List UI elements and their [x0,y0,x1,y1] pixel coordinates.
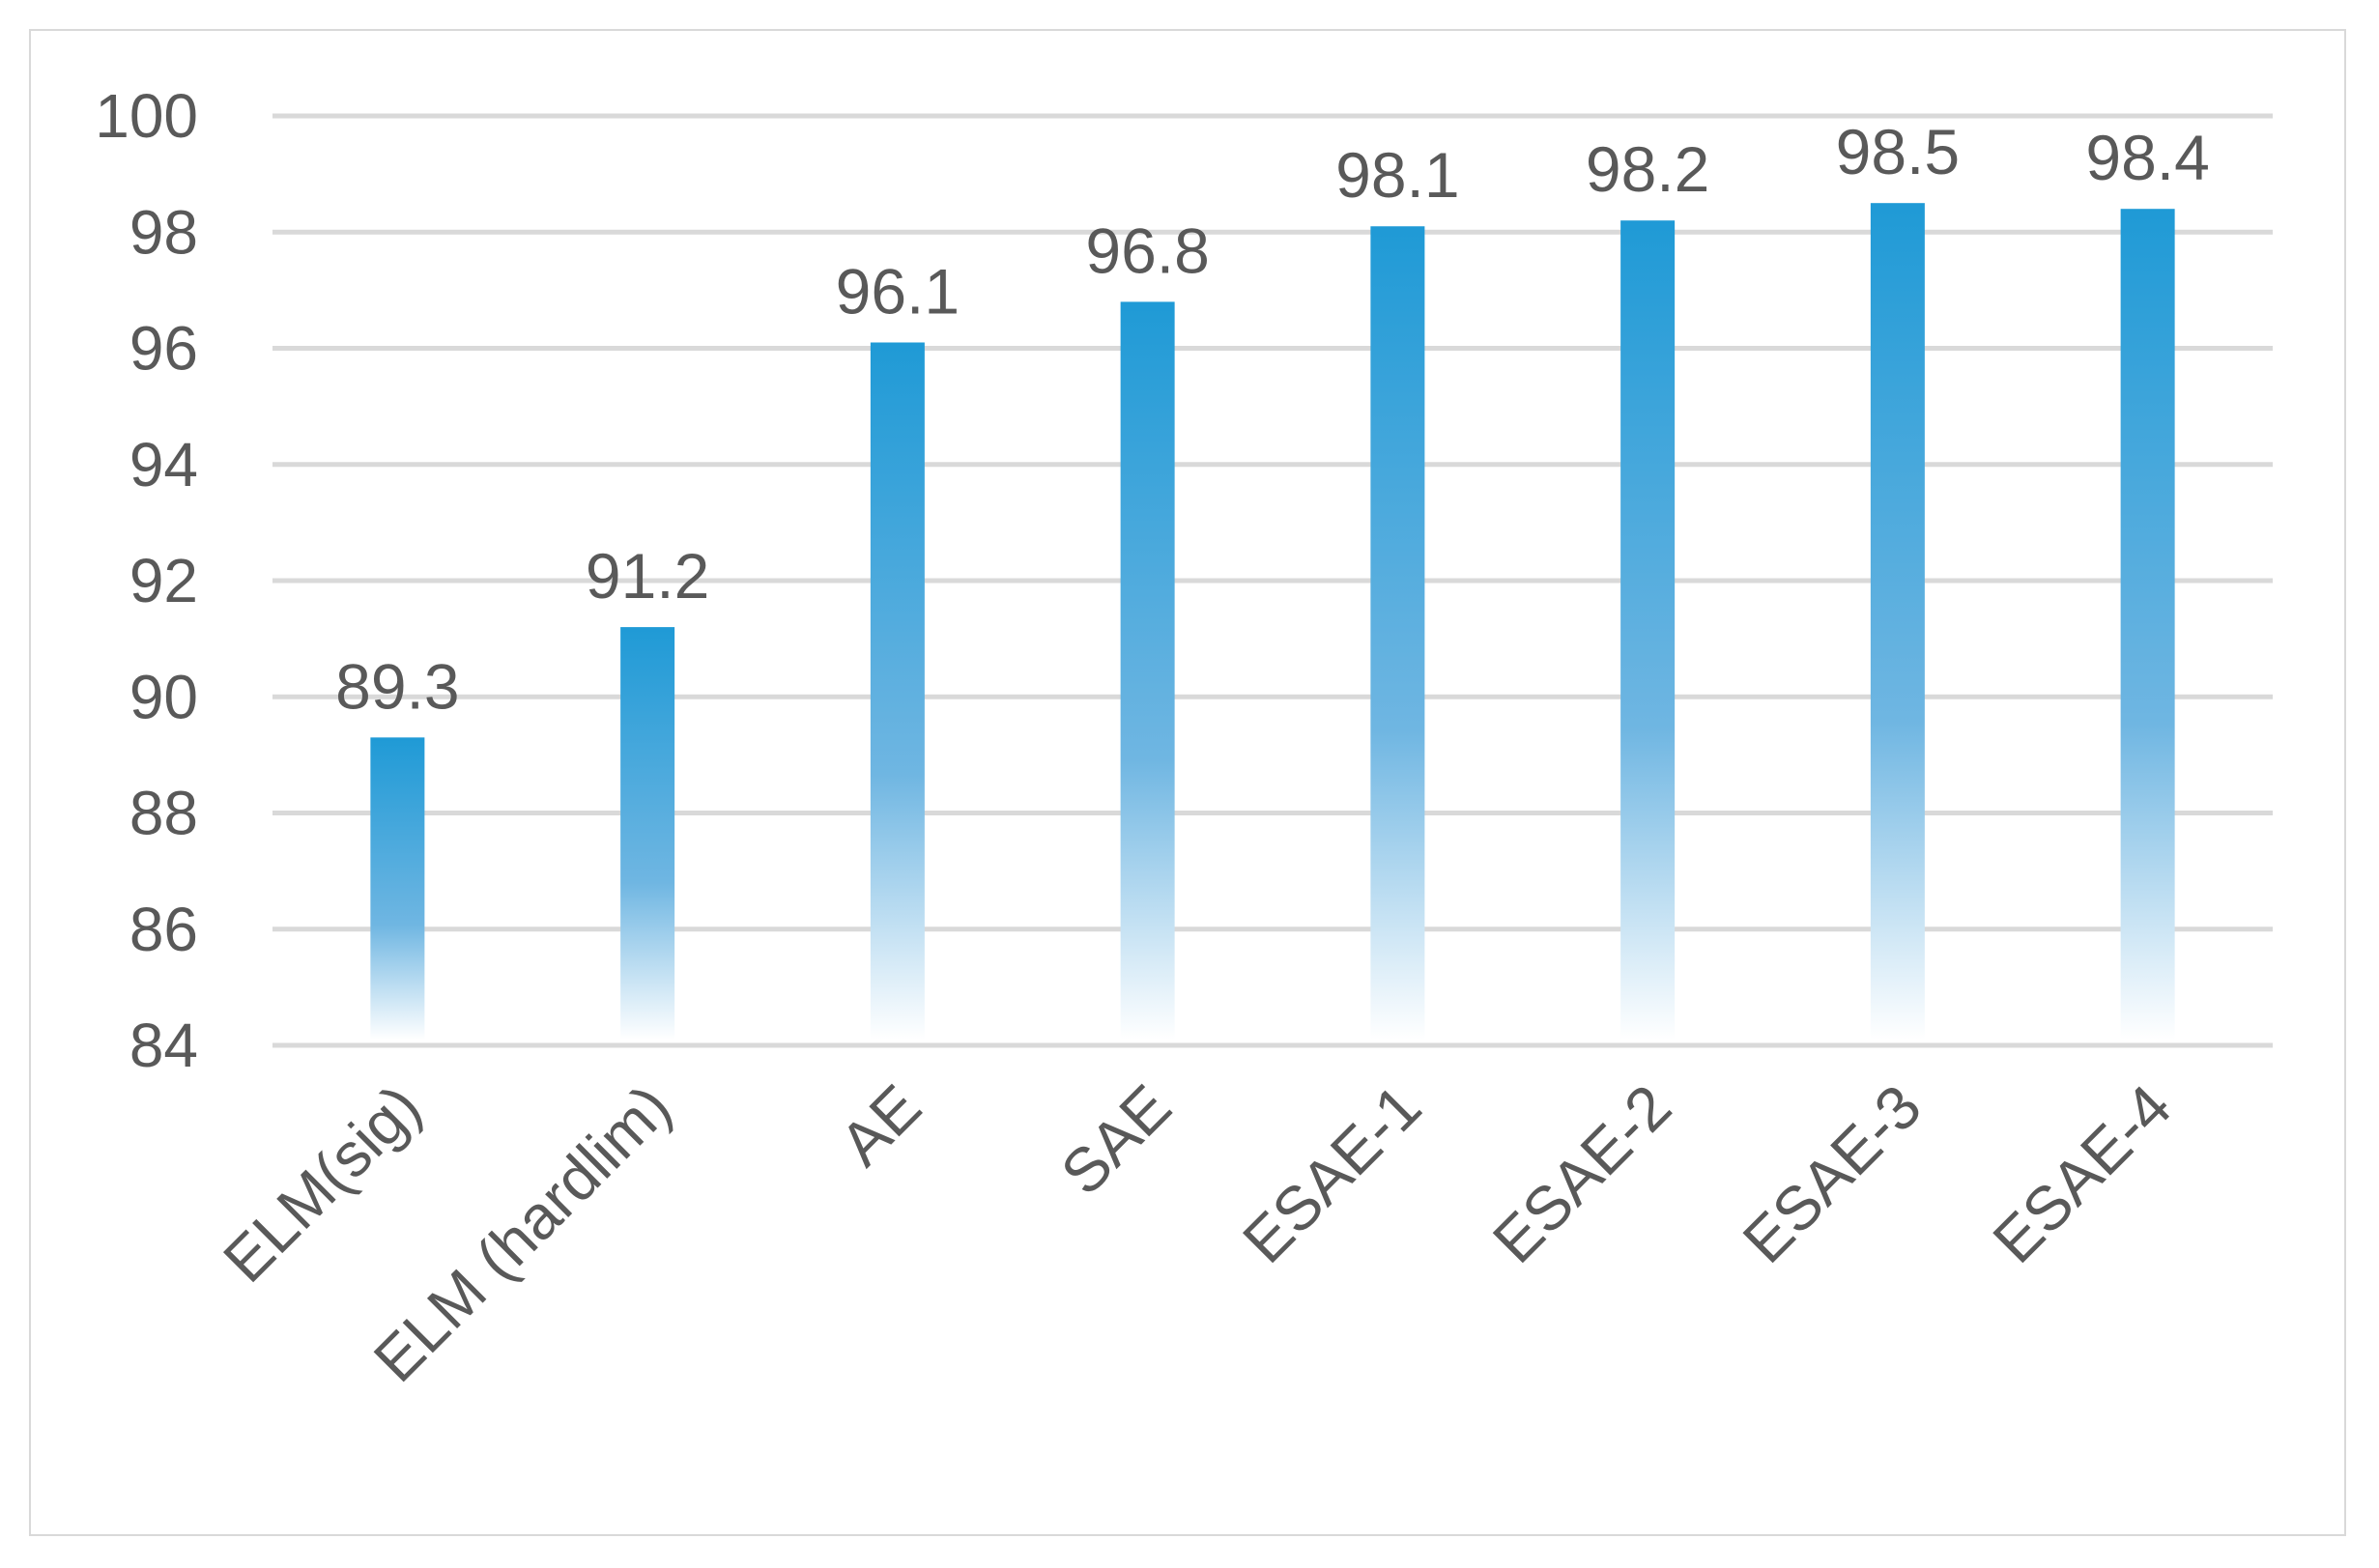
y-tick-label: 94 [129,430,198,499]
bar-1 [620,627,675,1040]
data-label-5: 98.2 [1586,133,1709,205]
category-label-0: ELM(sig) [210,1071,434,1296]
x-axis-categories: ELM(sig)ELM (hardlim) AE SAE ESAE-1 ESAE-2 ES… [210,1071,2184,1395]
y-tick-label: 92 [129,546,198,615]
data-label-7: 98.4 [2085,122,2209,193]
y-tick-label: 100 [95,81,198,151]
category-label-5: ESAE-2 [1479,1071,1684,1276]
bar-6 [1870,203,1925,1040]
category-label-3: SAE [1047,1071,1184,1208]
y-tick-label: 84 [129,1011,198,1080]
category-label-6: ESAE-3 [1730,1071,1935,1276]
category-label-4: ESAE-1 [1229,1071,1434,1276]
data-label-6: 98.5 [1836,116,1960,187]
y-tick-label: 88 [129,779,198,848]
y-tick-label: 98 [129,197,198,267]
y-tick-label: 86 [129,895,198,964]
y-tick-label: 96 [129,314,198,384]
data-label-1: 91.2 [586,540,709,612]
data-label-0: 89.3 [335,650,459,722]
y-axis-ticks: 84 86 88 90 92 94 96 98 100 [95,81,198,1080]
bar-5 [1620,220,1676,1041]
bars [370,203,2175,1041]
y-tick-label: 90 [129,662,198,731]
category-label-2: AE [826,1071,933,1179]
gridlines [272,113,2273,1048]
bar-4 [1370,226,1425,1041]
bar-0 [370,737,425,1040]
data-label-4: 98.1 [1335,139,1459,211]
bar-7 [2120,209,2175,1040]
category-label-7: ESAE-4 [1980,1071,2185,1276]
bar-2 [870,342,925,1040]
data-label-3: 96.8 [1085,214,1209,286]
data-label-2: 96.1 [836,255,960,327]
data-labels: 89.3 91.2 96.1 96.8 98.1 98.2 98.5 98.4 [335,116,2210,722]
bar-3 [1120,301,1175,1040]
